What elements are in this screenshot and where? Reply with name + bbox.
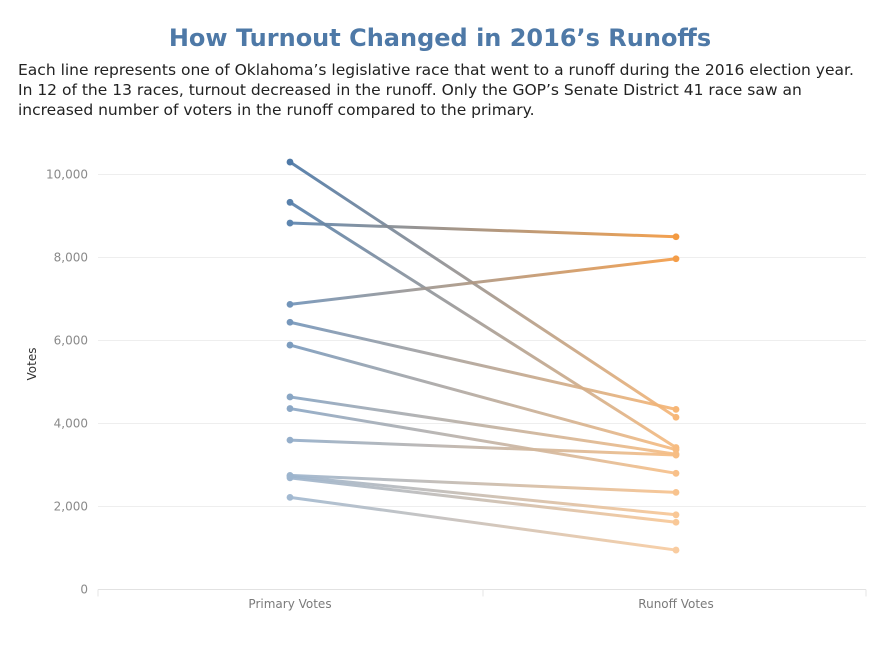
- primary-point: [286, 158, 294, 166]
- gridlines: [98, 174, 866, 507]
- runoff-point: [672, 233, 680, 241]
- primary-point: [286, 393, 294, 401]
- y-tick-label: 4,000: [54, 417, 88, 431]
- primary-point: [286, 219, 294, 227]
- series-line: [288, 221, 678, 239]
- y-tick-label: 2,000: [54, 500, 88, 514]
- series-lines: [288, 160, 678, 552]
- primary-point: [286, 474, 294, 482]
- y-tick-label: 0: [80, 583, 88, 597]
- runoff-point: [672, 469, 680, 477]
- series-line: [288, 474, 678, 517]
- runoff-point: [672, 511, 680, 519]
- primary-point: [286, 300, 294, 308]
- series-line: [288, 407, 678, 475]
- series-line: [288, 473, 678, 494]
- primary-point: [286, 341, 294, 349]
- series-points: [286, 158, 680, 554]
- runoff-point: [672, 488, 680, 496]
- runoff-point: [672, 413, 680, 421]
- y-axis-title: Votes: [25, 348, 39, 381]
- x-category-label: Primary Votes: [248, 597, 331, 611]
- chart-title: How Turnout Changed in 2016’s Runoffs: [168, 24, 712, 52]
- series-line: [288, 495, 678, 552]
- series-line: [288, 200, 678, 450]
- chart-subtitle: Each line represents one of Oklahoma’s l…: [18, 61, 854, 119]
- series-line: [288, 476, 678, 524]
- series-line: [288, 343, 678, 452]
- primary-point: [286, 318, 294, 326]
- series-line: [288, 320, 678, 411]
- runoff-point: [672, 255, 680, 263]
- primary-point: [286, 436, 294, 444]
- series-line: [288, 160, 678, 419]
- runoff-point: [672, 451, 680, 459]
- primary-point: [286, 493, 294, 501]
- series-line: [288, 395, 678, 456]
- y-axis: 0 2,000 4,000 6,000 8,000 10,000 Primary Votes…: [46, 168, 867, 611]
- series-line: [288, 257, 678, 306]
- runoff-point: [672, 518, 680, 526]
- y-tick-label: 6,000: [54, 334, 88, 348]
- series-line: [288, 438, 678, 457]
- y-tick-label: 10,000: [46, 168, 88, 182]
- primary-point: [286, 405, 294, 412]
- y-tick-label: 8,000: [54, 251, 88, 265]
- primary-point: [286, 198, 294, 206]
- x-category-label: Runoff Votes: [638, 597, 713, 611]
- runoff-point: [672, 546, 680, 554]
- runoff-point: [672, 405, 680, 413]
